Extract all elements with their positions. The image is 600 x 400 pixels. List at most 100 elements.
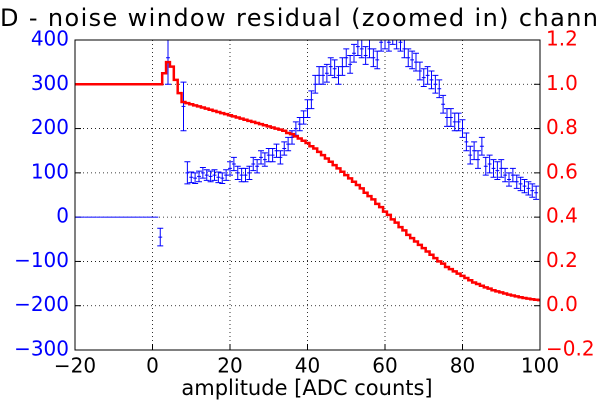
- error-bar: [529, 183, 536, 198]
- error-bar: [165, 40, 171, 85]
- error-bar: [219, 172, 226, 184]
- y2-tick-label: 0.6: [546, 159, 578, 183]
- error-bar: [467, 145, 474, 165]
- error-bar: [296, 117, 303, 132]
- error-bar: [304, 99, 311, 118]
- error-bar: [261, 152, 268, 167]
- error-bar: [227, 161, 233, 176]
- error-bar: [339, 57, 346, 76]
- error-bar: [207, 170, 214, 183]
- error-bar: [316, 66, 323, 85]
- error-bar: [517, 176, 524, 192]
- error-bar: [506, 172, 512, 187]
- error-bar: [370, 48, 377, 68]
- y-tick-label: 200: [31, 115, 69, 139]
- x-tick-label: 80: [450, 354, 475, 378]
- y-tick-label: 0: [56, 204, 69, 228]
- error-bar: [494, 161, 501, 180]
- plot-frame: [74, 39, 541, 351]
- error-bar: [192, 172, 199, 184]
- error-bar: [331, 59, 338, 79]
- error-bar: [258, 150, 264, 165]
- y2-tick-label: −0.2: [546, 337, 595, 361]
- error-bar: [196, 170, 202, 183]
- error-bar: [199, 167, 206, 179]
- error-bar: [320, 66, 326, 85]
- error-bar: [401, 40, 408, 59]
- error-bar: [354, 40, 361, 56]
- y-tick-label: 300: [31, 71, 69, 95]
- error-bar: [347, 55, 354, 74]
- error-bar: [471, 141, 478, 161]
- y2-tick-label: 1.0: [546, 71, 578, 95]
- error-bar: [250, 156, 257, 172]
- error-bar: [335, 66, 342, 85]
- error-bar: [459, 119, 466, 138]
- error-bar: [362, 46, 369, 65]
- error-bar: [444, 108, 450, 127]
- error-bar: [234, 165, 241, 180]
- error-bar: [157, 227, 164, 247]
- error-bar: [180, 81, 187, 132]
- error-bar: [478, 136, 485, 156]
- error-bar: [397, 40, 404, 52]
- y-tick-label: 100: [31, 159, 69, 183]
- error-bar: [498, 159, 505, 178]
- error-bar: [230, 156, 237, 172]
- error-bar: [482, 156, 489, 176]
- x-tick-label: 0: [146, 354, 159, 378]
- error-bar: [289, 130, 295, 145]
- error-bar: [533, 185, 540, 200]
- error-bar: [490, 159, 497, 178]
- error-bar: [416, 61, 423, 81]
- error-bar: [513, 174, 520, 189]
- y-tick-label: −200: [14, 292, 69, 316]
- x-tick-label: 40: [295, 354, 320, 378]
- y-tick-label: 400: [31, 27, 69, 51]
- error-bar: [188, 171, 195, 184]
- chart-title: D - noise window residual (zoomed in) ch…: [0, 4, 598, 32]
- y-tick-label: −300: [14, 337, 69, 361]
- y2-tick-label: 0.0: [546, 292, 578, 316]
- error-bar: [292, 121, 299, 136]
- plot-area: [75, 40, 540, 302]
- x-tick-label: 60: [372, 354, 397, 378]
- error-bar: [374, 50, 381, 70]
- error-bar: [475, 150, 481, 169]
- error-bar: [358, 40, 365, 59]
- error-bar: [525, 181, 532, 196]
- error-bar: [242, 167, 249, 183]
- y2-tick-label: 0.8: [546, 115, 578, 139]
- error-bar: [440, 94, 447, 114]
- error-bar: [455, 112, 462, 132]
- error-bar: [323, 63, 330, 83]
- error-bar: [409, 50, 416, 70]
- x-tick-label: 20: [217, 354, 242, 378]
- error-bar: [246, 165, 253, 180]
- y-tick-label: −100: [14, 248, 69, 272]
- error-bar: [378, 40, 385, 52]
- error-bar: [463, 132, 470, 152]
- error-bar: [285, 136, 292, 152]
- y2-tick-label: 0.2: [546, 248, 578, 272]
- error-bar: [521, 179, 528, 194]
- error-bar: [215, 171, 222, 184]
- y2-tick-label: 1.2: [546, 27, 578, 51]
- error-bar: [265, 148, 272, 163]
- error-bar: [447, 108, 454, 127]
- error-bar: [254, 159, 261, 174]
- error-bar: [223, 169, 230, 181]
- error-bar: [486, 154, 493, 174]
- x-tick-label: −20: [54, 354, 96, 378]
- error-bar: [238, 167, 245, 183]
- error-bar: [184, 161, 191, 185]
- error-bar: [327, 57, 334, 76]
- error-bar: [451, 112, 458, 132]
- error-bar: [273, 143, 280, 158]
- error-bar: [432, 74, 439, 94]
- step-line: [75, 60, 540, 302]
- error-bar: [269, 148, 276, 163]
- y2-tick-label: 0.4: [546, 204, 578, 228]
- error-bar: [343, 48, 350, 68]
